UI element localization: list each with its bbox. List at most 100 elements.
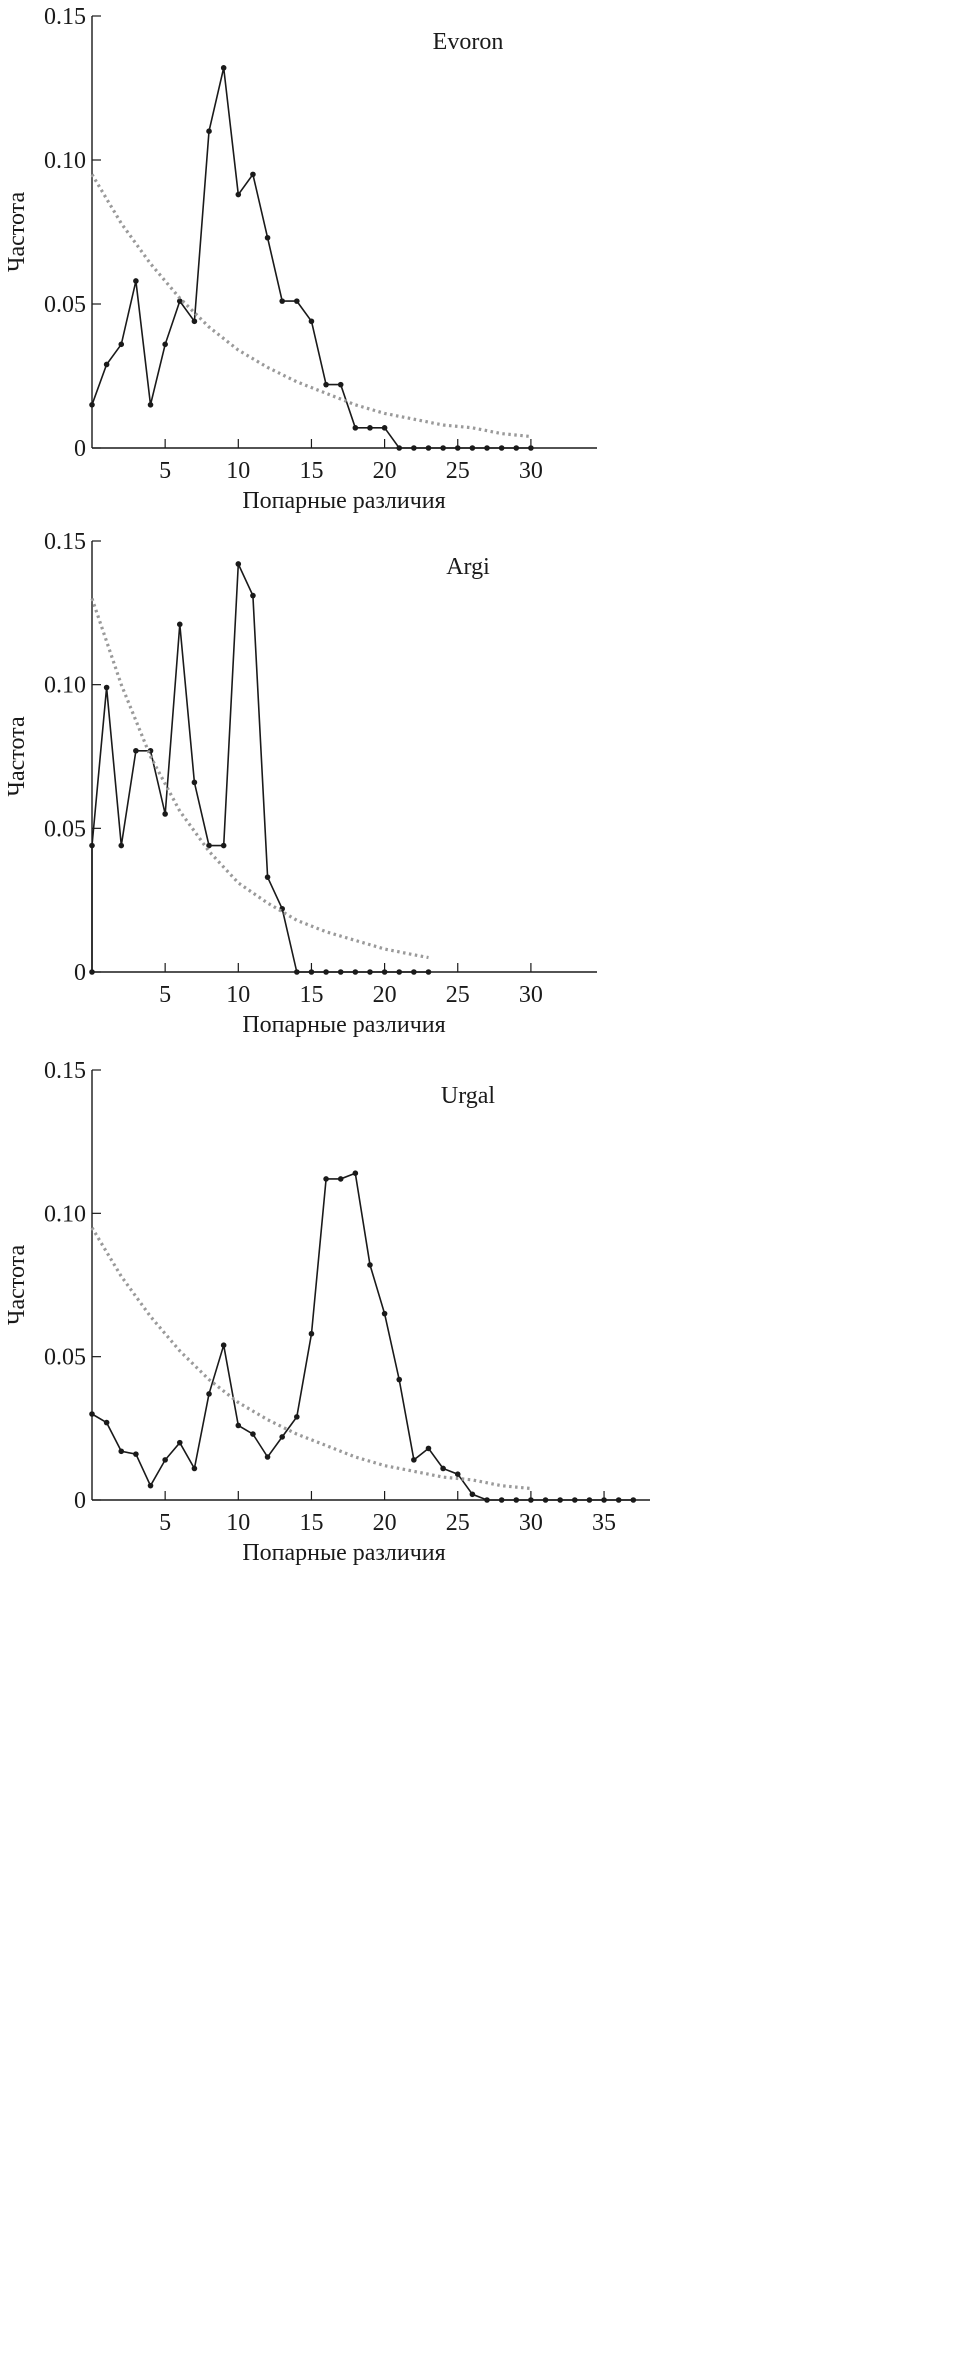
evoron-observed-data-point: [162, 341, 168, 348]
urgal-observed-data-point: [630, 1497, 637, 1503]
urgal-observed-data-point: [294, 1414, 300, 1420]
evoron-observed-data-point: [411, 445, 417, 451]
evoron-observed-data-point: [528, 445, 534, 451]
evoron-observed-data-point: [513, 445, 520, 451]
evoron-observed-distribution-line: [91, 67, 531, 449]
argi-observed-data-point: [425, 969, 432, 975]
evoron-x-tick-label: 20: [373, 458, 397, 484]
evoron-observed-data-point: [484, 445, 490, 451]
urgal-observed-data-point: [191, 1465, 198, 1472]
argi-x-axis-title: Попарные различия: [242, 1012, 445, 1038]
evoron-y-tick-label: 0.15: [44, 4, 86, 30]
evoron-observed-data-point: [235, 191, 242, 198]
argi-chart-title: Argi: [446, 554, 490, 580]
urgal-chart-panel: 0 0.05 0.10 0.15 5 10 15 20 25 30 35 Попарные разли…: [0, 1050, 650, 1568]
urgal-observed-data-point: [601, 1497, 607, 1503]
urgal-observed-data-point: [308, 1330, 315, 1337]
urgal-observed-distribution-line: [91, 1172, 634, 1501]
evoron-observed-data-point: [425, 445, 432, 451]
evoron-observed-data-point: [294, 298, 300, 304]
evoron-observed-data-point: [89, 402, 95, 408]
evoron-observed-data-point: [337, 381, 344, 388]
urgal-x-tick-label: 20: [373, 1510, 397, 1536]
evoron-observed-data-point: [220, 65, 227, 71]
argi-observed-data-point: [191, 779, 198, 786]
evoron-x-tick-label: 5: [159, 458, 171, 484]
evoron-observed-data-point: [206, 128, 212, 134]
urgal-observed-data-point: [323, 1176, 329, 1182]
urgal-y-axis-title: Частота: [4, 1245, 30, 1326]
argi-observed-data-point: [323, 969, 329, 975]
urgal-observed-data-point: [425, 1445, 432, 1452]
urgal-observed-data-point: [454, 1471, 461, 1477]
argi-y-tick-label: 0: [74, 960, 86, 986]
evoron-observed-data-point: [118, 341, 125, 348]
urgal-x-tick-label: 35: [592, 1510, 616, 1536]
evoron-x-tick-label: 15: [299, 458, 323, 484]
argi-observed-data-point: [235, 561, 242, 567]
evoron-chart-title: Evoron: [433, 29, 504, 55]
argi-observed-data-point: [411, 969, 417, 975]
urgal-x-tick-label: 15: [299, 1510, 323, 1536]
urgal-chart-title: Urgal: [441, 1083, 496, 1109]
argi-observed-data-point: [133, 747, 139, 754]
evoron-observed-data-point: [396, 445, 403, 451]
urgal-observed-data-point: [133, 1451, 139, 1457]
urgal-observed-data-point: [381, 1310, 388, 1317]
argi-chart: 0 0.05 0.10 0.15 5 10 15 20 25 30 Попарные различи…: [4, 529, 597, 1038]
evoron-observed-data-point: [133, 278, 139, 284]
argi-observed-data-point: [294, 969, 300, 975]
urgal-y-tick-label: 0.10: [44, 1201, 86, 1227]
urgal-x-axis-title: Попарные различия: [242, 1540, 445, 1566]
evoron-observed-data-point: [103, 361, 110, 368]
argi-observed-data-point: [118, 842, 125, 849]
urgal-observed-data-point: [542, 1497, 549, 1503]
argi-observed-data-point: [206, 842, 212, 849]
urgal-x-tick-label: 5: [159, 1510, 171, 1536]
evoron-observed-data-point: [191, 318, 198, 325]
evoron-y-axis-title: Частота: [4, 192, 30, 273]
urgal-observed-data-point: [235, 1422, 242, 1429]
argi-observed-data-point: [250, 592, 256, 599]
argi-x-tick-label: 5: [159, 982, 171, 1008]
urgal-observed-data-point: [411, 1457, 417, 1463]
argi-observed-data-point: [337, 969, 344, 975]
evoron-observed-data-point: [250, 171, 256, 178]
urgal-observed-data-point: [147, 1482, 154, 1489]
evoron-observed-data-point: [440, 445, 446, 451]
urgal-observed-data-point: [352, 1170, 359, 1176]
urgal-observed-data-point: [528, 1497, 534, 1503]
argi-observed-data-point: [352, 969, 359, 975]
evoron-x-tick-label: 25: [446, 458, 470, 484]
argi-observed-data-point: [89, 969, 95, 975]
urgal-observed-data-point: [264, 1454, 271, 1460]
argi-x-tick-label: 30: [519, 982, 543, 1008]
urgal-observed-data-point: [206, 1391, 212, 1397]
evoron-observed-data-point: [176, 298, 183, 304]
urgal-observed-data-point: [176, 1439, 183, 1446]
urgal-observed-data-point: [162, 1457, 168, 1463]
urgal-observed-data-point: [571, 1497, 578, 1503]
argi-observed-distribution-line: [91, 563, 429, 973]
urgal-observed-data-point: [367, 1262, 373, 1268]
evoron-observed-data-point: [264, 234, 271, 241]
urgal-x-tick-label: 30: [519, 1510, 543, 1536]
argi-y-axis-title: Частота: [4, 716, 30, 797]
urgal-observed-data-point: [220, 1342, 227, 1348]
argi-y-tick-label: 0.15: [44, 529, 86, 555]
evoron-observed-data-point: [352, 425, 359, 431]
urgal-y-tick-label: 0: [74, 1488, 86, 1514]
evoron-observed-data-point: [147, 402, 154, 408]
argi-chart-panel: 0 0.05 0.10 0.15 5 10 15 20 25 30 Попарные различи…: [0, 524, 650, 1044]
argi-observed-data-point: [103, 684, 110, 691]
evoron-observed-data-point: [367, 425, 373, 431]
urgal-observed-data-point: [396, 1376, 403, 1383]
urgal-observed-data-point: [615, 1497, 622, 1503]
urgal-observed-data-point: [337, 1176, 344, 1182]
urgal-observed-data-point: [498, 1497, 505, 1503]
urgal-observed-data-point: [103, 1419, 110, 1426]
urgal-y-tick-label: 0.05: [44, 1345, 86, 1371]
argi-observed-data-point: [176, 621, 183, 628]
argi-y-tick-label: 0.05: [44, 816, 86, 842]
evoron-observed-data-point: [323, 381, 329, 388]
